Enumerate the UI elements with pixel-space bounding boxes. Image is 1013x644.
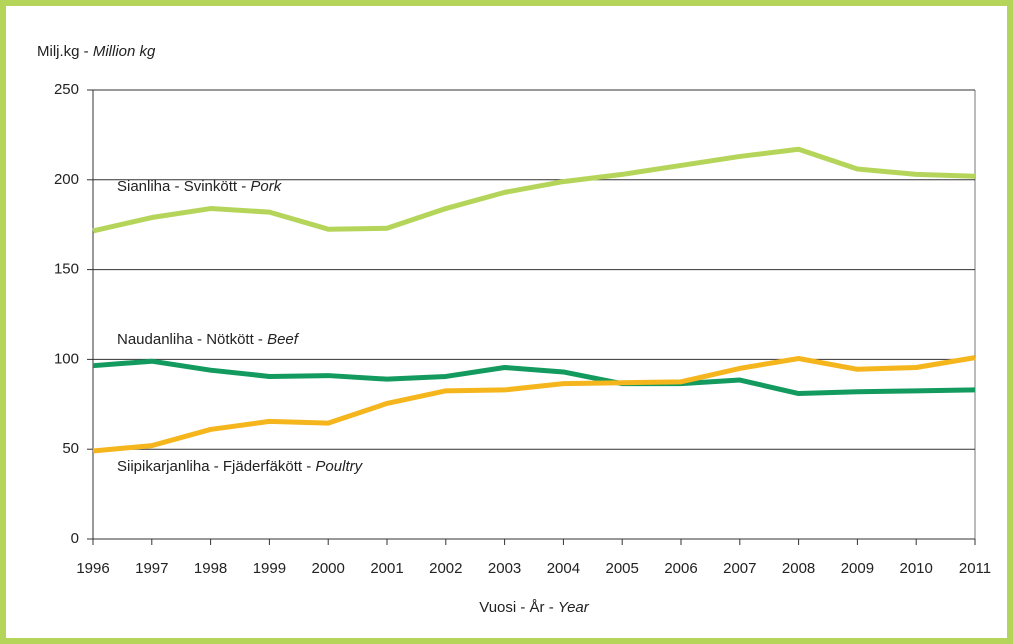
y-tick-label: 250 bbox=[54, 81, 79, 98]
y-tick-label: 150 bbox=[54, 261, 79, 278]
x-tick-label: 2001 bbox=[370, 560, 403, 577]
series-label: Sianliha - Svinkött - Pork bbox=[117, 178, 283, 195]
series-line bbox=[92, 355, 976, 454]
x-tick-label: 2004 bbox=[547, 560, 580, 577]
y-tick-label: 50 bbox=[62, 440, 79, 457]
x-tick-label: 2011 bbox=[959, 560, 991, 577]
series-label-italic: Poultry bbox=[315, 458, 363, 475]
y-tick-label: 100 bbox=[54, 350, 79, 367]
x-tick-label: 2010 bbox=[900, 560, 933, 577]
x-tick-label: 2000 bbox=[312, 560, 345, 577]
series-label-italic: Pork bbox=[250, 178, 282, 195]
series-label: Siipikarjanliha - Fjäderfäkött - Poultry bbox=[117, 458, 364, 475]
x-tick-label: 1999 bbox=[253, 560, 286, 577]
x-tick-label: 2007 bbox=[723, 560, 756, 577]
x-tick-label: 2002 bbox=[429, 560, 462, 577]
x-tick-label: 1996 bbox=[76, 560, 109, 577]
series-line bbox=[92, 358, 976, 397]
series-line bbox=[92, 146, 976, 234]
x-tick-label: 1998 bbox=[194, 560, 227, 577]
y-tick-label: 200 bbox=[54, 171, 79, 188]
x-tick-label: 2003 bbox=[488, 560, 521, 577]
x-tick-label: 2005 bbox=[606, 560, 639, 577]
series-label-italic: Beef bbox=[267, 331, 300, 348]
series-label-text: Naudanliha - Nötkött - bbox=[117, 331, 263, 348]
x-tick-label: 2009 bbox=[841, 560, 874, 577]
x-axis-label: Vuosi - År - Year bbox=[479, 599, 590, 616]
y-axis-label: Milj.kg - Million kg bbox=[37, 43, 156, 60]
x-tick-label: 1997 bbox=[135, 560, 168, 577]
series-label-text: Sianliha - Svinkött - bbox=[117, 178, 246, 195]
series-label-text: Siipikarjanliha - Fjäderfäkött - bbox=[117, 458, 311, 475]
series-label: Naudanliha - Nötkött - Beef bbox=[117, 331, 300, 348]
y-tick-label: 0 bbox=[71, 530, 79, 547]
x-tick-label: 2006 bbox=[664, 560, 697, 577]
x-tick-label: 2008 bbox=[782, 560, 815, 577]
